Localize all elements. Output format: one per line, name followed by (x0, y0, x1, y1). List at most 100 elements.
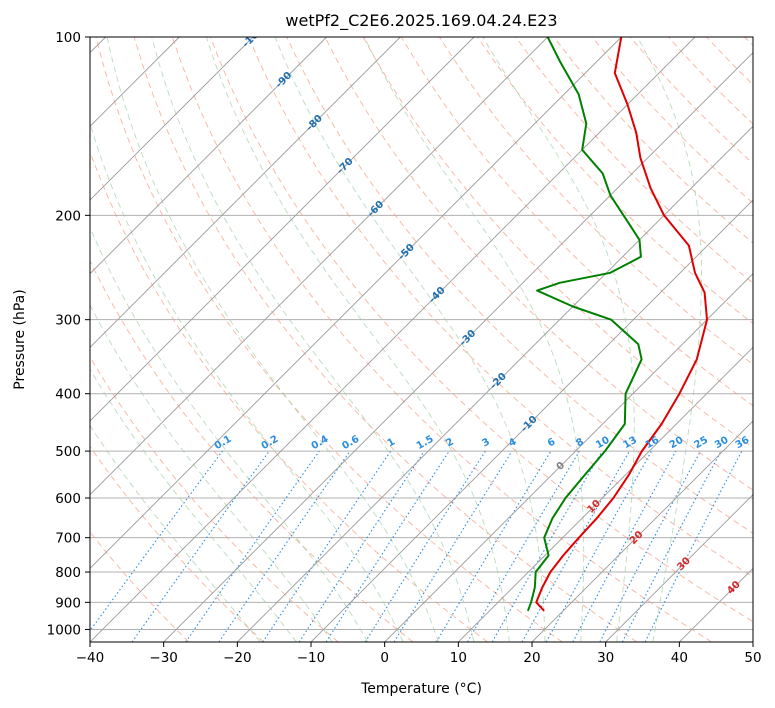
isotherm-line (90, 37, 548, 496)
y-axis: 1000 900 800 700 600 500 400 300 200 100 (47, 30, 90, 638)
isotherm-label: -20 (488, 371, 509, 392)
dry-adiabat (95, 37, 563, 642)
isotherm-line (90, 37, 622, 569)
isotherm-line (90, 37, 475, 422)
y-tick-label: 400 (55, 387, 81, 403)
dry-adiabat (744, 37, 753, 47)
x-tick-label: 0 (380, 650, 389, 666)
x-axis: −40 −30 −20 −10 0 10 20 30 40 50 (76, 642, 762, 666)
mixing-ratio-label: 0.1 (213, 434, 234, 452)
isotherm-label: 20 (628, 529, 646, 547)
plot-content: 0.1 0.2 0.4 0.6 1 1.5 2 3 4 6 8 10 13 16 20 25 30 36-100-… (90, 37, 753, 642)
moist-adiabat (90, 368, 297, 642)
mixing-ratio-lines (90, 450, 743, 642)
dewpoint-line (526, 37, 643, 612)
x-tick-label: −20 (223, 650, 252, 666)
mixing-ratio-line (545, 450, 653, 642)
x-tick-label: −40 (76, 650, 105, 666)
x-axis-label: Temperature (°C) (360, 681, 482, 697)
mixing-ratio-line (298, 450, 425, 642)
reference-line-labels: 0.1 0.2 0.4 0.6 1 1.5 2 3 4 6 8 10 13 16 20 25 30 36-100-… (213, 37, 752, 597)
y-tick-label: 300 (55, 313, 81, 329)
y-tick-label: 900 (55, 595, 81, 611)
isotherm-line (458, 346, 753, 642)
moist-adiabat (482, 37, 635, 642)
mixing-ratio-line (90, 450, 223, 632)
dry-adiabat (286, 37, 753, 534)
mixing-ratio-line (185, 450, 320, 642)
isotherm-line (90, 37, 401, 348)
mixing-ratio-line (131, 450, 270, 642)
isotherm-label: -30 (458, 328, 479, 349)
dry-adiabat (90, 150, 488, 642)
isotherm-line (90, 37, 696, 642)
mixing-ratio-line (262, 450, 392, 642)
isotherm-line (237, 125, 753, 642)
moist-adiabat (90, 226, 369, 642)
mixing-ratio-line (393, 450, 513, 642)
pressure-gridlines (90, 37, 753, 630)
isotherm-label: 30 (675, 555, 693, 573)
y-tick-label: 800 (55, 565, 81, 581)
moist-adiabat (106, 37, 439, 642)
x-tick-label: −10 (297, 650, 326, 666)
isotherm-line (531, 420, 753, 642)
dry-adiabat (668, 37, 753, 125)
mixing-ratio-line (644, 450, 743, 642)
isotherm-label: -90 (274, 70, 295, 91)
x-tick-label: 20 (523, 650, 540, 666)
mixing-ratio-line (467, 450, 580, 642)
dry-adiabat (477, 37, 753, 325)
isotherm-label: 40 (725, 579, 743, 597)
dry-adiabat (171, 37, 712, 642)
dry-adiabats (90, 37, 753, 642)
y-tick-label: 1000 (47, 622, 81, 638)
mixing-ratio-label: 0.2 (260, 434, 281, 452)
dry-adiabat (324, 37, 753, 491)
moist-adiabat (90, 121, 404, 642)
isotherm-label: -70 (335, 156, 356, 177)
y-tick-label: 500 (55, 444, 81, 460)
mixing-ratio-label: 8 (574, 436, 586, 449)
moist-adiabat (205, 37, 510, 642)
dry-adiabat (706, 37, 753, 86)
dry-adiabat (591, 37, 753, 204)
dry-adiabat (90, 531, 190, 642)
mixing-ratio-line (572, 450, 677, 642)
isotherm-line (90, 37, 254, 201)
isotherm-label: -60 (366, 199, 387, 220)
isotherm-label: -50 (396, 242, 417, 263)
mixing-ratio-label: 1.5 (415, 434, 436, 452)
mixing-ratio-label: 20 (668, 435, 686, 452)
x-tick-label: 30 (597, 650, 614, 666)
moist-adiabat (274, 37, 546, 642)
isotherms (90, 37, 753, 642)
moist-adiabat (363, 37, 585, 642)
y-tick-label: 100 (55, 30, 81, 46)
isotherm-label: -40 (427, 285, 448, 306)
dry-adiabat (553, 37, 753, 244)
mixing-ratio-line (521, 450, 630, 642)
dry-adiabat (515, 37, 753, 284)
isotherm-line (605, 494, 753, 642)
mixing-ratio-label: 13 (621, 435, 639, 452)
isotherm-line (90, 37, 327, 275)
profile-series (526, 37, 708, 612)
mixing-ratio-label: 2 (444, 436, 456, 449)
mixing-ratio-label: 25 (693, 435, 711, 452)
x-tick-label: 40 (671, 650, 688, 666)
isotherm-label: -80 (304, 113, 325, 134)
mixing-ratio-label: 3 (480, 436, 492, 449)
mixing-ratio-line (435, 450, 552, 642)
isotherm-line (163, 52, 753, 642)
y-tick-label: 200 (55, 208, 81, 224)
mixing-ratio-label: 30 (713, 435, 731, 452)
mixing-ratio-line (599, 450, 701, 642)
mixing-ratio-label: 6 (546, 436, 558, 449)
dry-adiabat (90, 259, 414, 642)
mixing-ratio-line (364, 450, 486, 642)
y-axis-label: Pressure (hPa) (12, 289, 28, 389)
mixing-ratio-label: 1 (386, 436, 398, 449)
y-tick-label: 600 (55, 491, 81, 507)
x-tick-label: 50 (744, 650, 761, 666)
